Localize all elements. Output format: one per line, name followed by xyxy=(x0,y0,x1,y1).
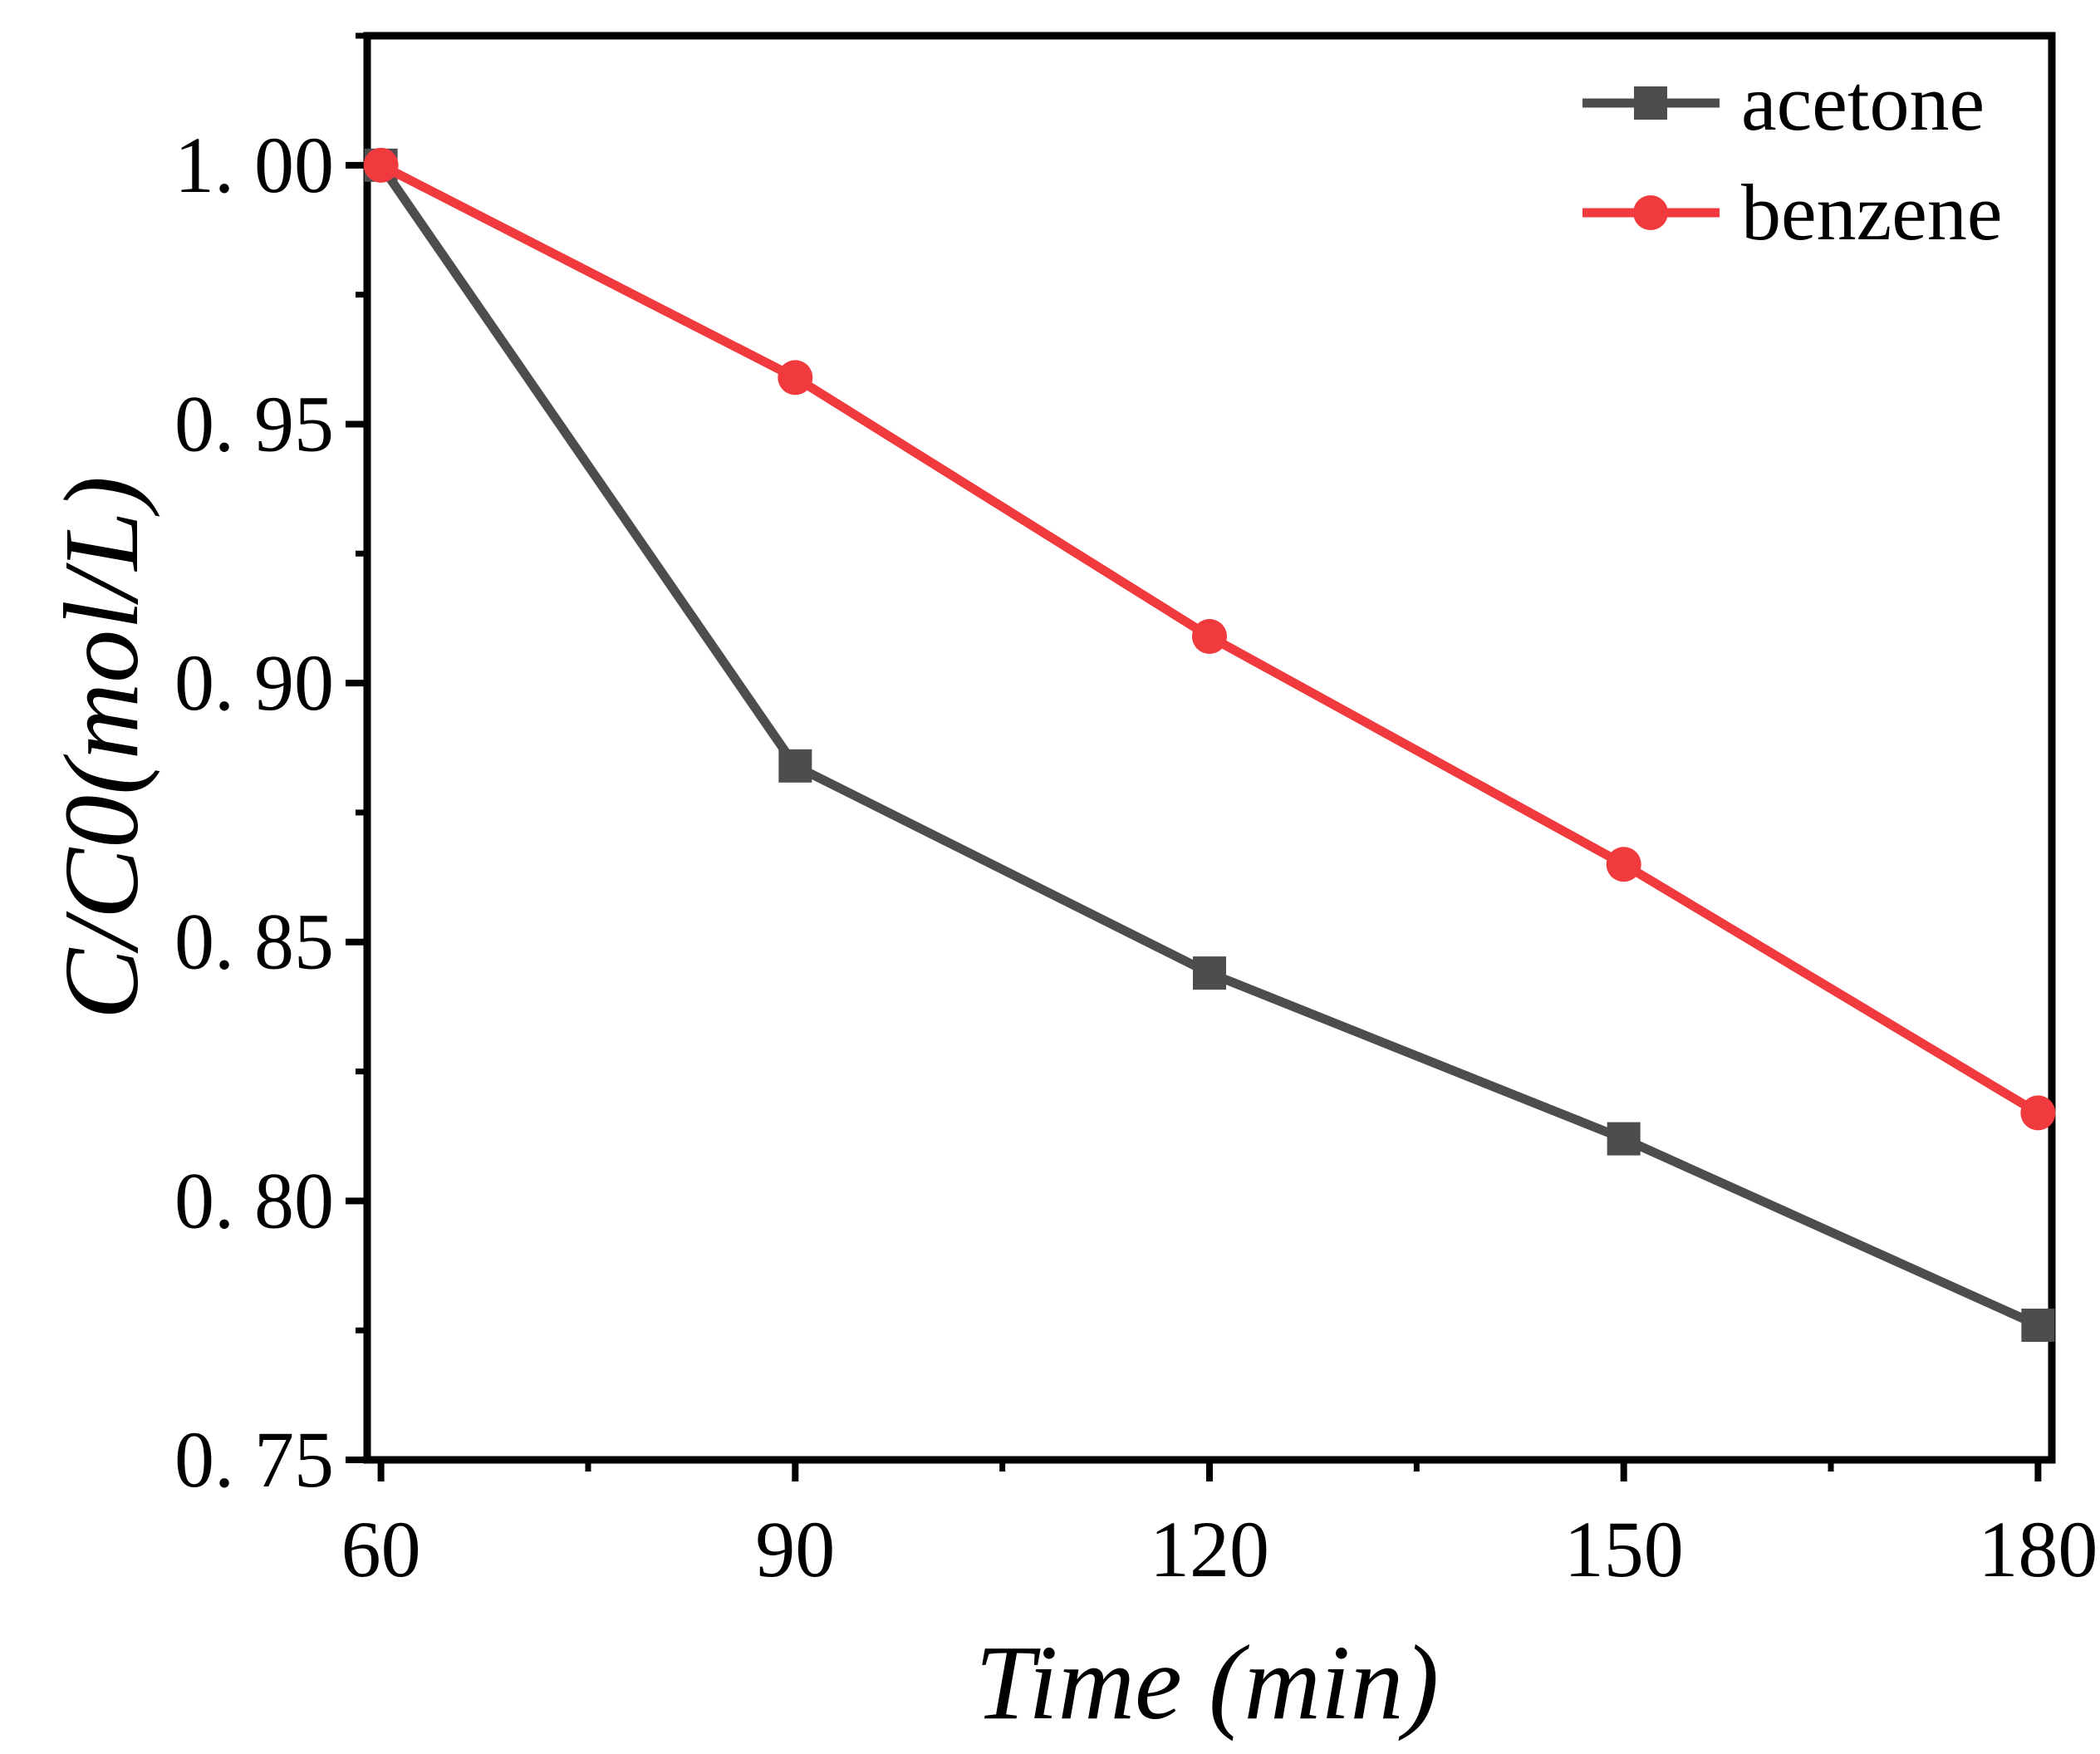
benzene-point xyxy=(2020,1095,2056,1131)
y-tick-label: 0. 90 xyxy=(174,638,334,727)
acetone-point xyxy=(2021,1308,2055,1342)
acetone-point xyxy=(1607,1122,1641,1156)
data-series xyxy=(363,147,2056,1342)
axis-ticks xyxy=(346,32,2042,1481)
x-tick-label: 180 xyxy=(1978,1505,2098,1594)
series-benzene xyxy=(363,147,2056,1131)
x-tick-label: 150 xyxy=(1564,1505,1684,1594)
legend-benzene-marker xyxy=(1633,195,1668,230)
x-tick-label: 120 xyxy=(1150,1505,1269,1594)
benzene-point xyxy=(778,360,813,396)
legend-acetone-marker xyxy=(1634,86,1667,120)
y-tick-label: 0. 85 xyxy=(174,897,334,986)
legend-acetone-label: acetone xyxy=(1741,58,1985,147)
x-tick-label: 90 xyxy=(755,1505,835,1594)
x-axis-title: Time (min) xyxy=(975,1624,1439,1742)
y-tick-label: 1. 00 xyxy=(174,120,334,209)
y-tick-label: 0. 75 xyxy=(174,1415,334,1504)
axis-tick-labels: 60 90 120 150 180 0. 75 0. 80 0. 85 0. 90 0. 95 1.… xyxy=(174,120,2098,1594)
y-tick-label: 0. 95 xyxy=(174,379,334,468)
benzene-point xyxy=(363,147,399,183)
y-tick-label: 0. 80 xyxy=(174,1156,334,1245)
benzene-point xyxy=(1192,618,1227,654)
benzene-point xyxy=(1606,847,1641,882)
legend-benzene-label: benzene xyxy=(1741,168,2002,257)
acetone-point xyxy=(778,749,812,783)
legend: acetone benzene xyxy=(1582,58,2002,257)
x-tick-label: 60 xyxy=(341,1505,421,1594)
y-axis-title: C/C0(mol/L) xyxy=(42,476,160,1019)
acetone-point xyxy=(1193,956,1226,990)
